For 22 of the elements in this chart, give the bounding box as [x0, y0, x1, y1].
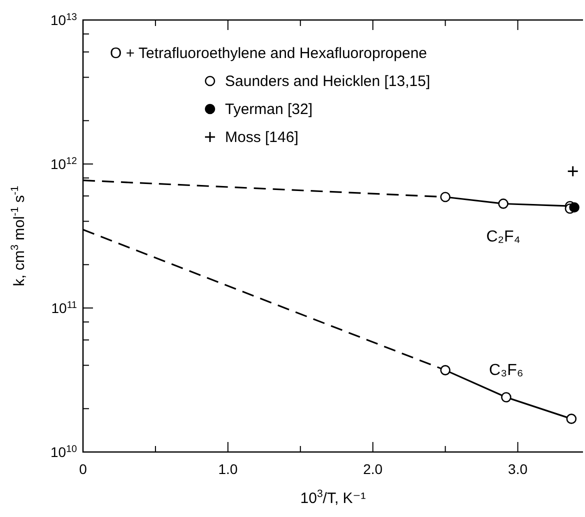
legend-label: Tyerman [32]	[225, 101, 313, 118]
point	[567, 166, 579, 178]
x-tick-label: 3.0	[508, 461, 528, 477]
annotation: C₂F₄	[486, 228, 520, 246]
y-tick-label: 10$^{10}$	[50, 444, 78, 460]
y-tick-label: 10$^{11}$	[51, 300, 77, 316]
x-tick-label: 1.0	[218, 461, 238, 477]
x-axis-title: 10$^{3}$/T, K⁻¹	[300, 488, 366, 507]
legend-title: O + Tetrafluoroethylene and Hexafluoropropene	[110, 45, 428, 62]
legend-label: Moss [146]	[225, 129, 298, 146]
point	[569, 202, 580, 212]
point	[501, 392, 512, 402]
y-tick-label: 10$^{13}$	[50, 12, 78, 28]
x-tick-label: 2.0	[363, 461, 383, 477]
point	[566, 414, 577, 424]
point	[498, 198, 508, 209]
y-tick-label: 10$^{12}$	[50, 156, 77, 172]
point	[440, 192, 450, 202]
legend-label: Saunders and Heicklen [13,15]	[225, 73, 430, 90]
point	[440, 365, 450, 376]
annotation: C₃F₆	[489, 362, 524, 380]
x-tick-label: 0	[79, 461, 88, 477]
